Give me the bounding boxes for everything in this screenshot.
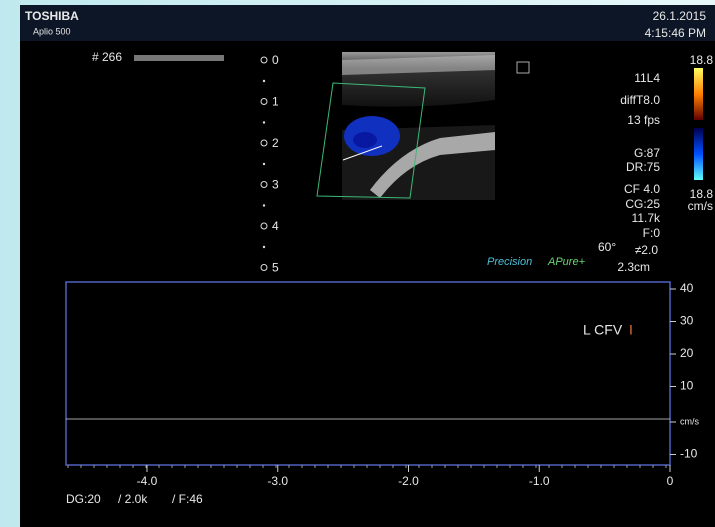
depth-label: 5 — [272, 261, 279, 275]
depth-label: 3 — [272, 178, 279, 192]
parameter: CG:25 — [625, 197, 660, 211]
header-bar — [20, 5, 715, 41]
time: 4:15:46 PM — [645, 26, 706, 40]
depth-dot — [263, 246, 265, 248]
y-tick-label: 10 — [680, 379, 694, 393]
parameter: 13 fps — [627, 113, 660, 127]
depth-label: 4 — [272, 219, 279, 233]
depth-label: 2 — [272, 136, 279, 150]
date: 26.1.2015 — [653, 9, 707, 23]
page: TOSHIBA Aplio 500 26.1.2015 4:15:46 PM #… — [0, 0, 715, 527]
depth-dot — [263, 204, 265, 206]
y-tick-label: 30 — [680, 314, 694, 328]
x-tick-label: -2.0 — [398, 474, 419, 488]
parameter: DR:75 — [626, 160, 660, 174]
depth-dot — [263, 121, 265, 123]
color-scale-unit: cm/s — [688, 199, 713, 213]
steer-angle: 60° — [598, 240, 616, 254]
y-tick-label: 20 — [680, 346, 694, 360]
footer-dg: DG:20 — [66, 492, 101, 506]
parameter: 11L4 — [634, 71, 660, 85]
mode-precision: Precision — [487, 256, 532, 268]
x-tick-label: -4.0 — [137, 474, 158, 488]
parameter: G:87 — [634, 146, 660, 160]
color-bar-positive — [694, 68, 703, 120]
color-scale-top: 18.8 — [690, 53, 714, 67]
x-tick-label: -3.0 — [267, 474, 288, 488]
model: Aplio 500 — [33, 26, 71, 36]
mode-apure: APure+ — [547, 256, 586, 268]
y-tick-label: 40 — [680, 281, 694, 295]
frame-label: # 266 — [92, 50, 122, 64]
cine-bar — [134, 55, 224, 61]
parameter: CF 4.0 — [624, 182, 660, 196]
parameter: 11.7k — [632, 211, 661, 225]
spectrum-label: L CFV — [583, 322, 623, 338]
depth-label: 1 — [272, 95, 279, 109]
y-tick-label: cm/s — [680, 416, 699, 426]
color-bar-negative — [694, 128, 703, 180]
depth-label: 0 — [272, 53, 279, 67]
steer-depth: 2.3cm — [617, 260, 650, 274]
y-tick-label: -10 — [680, 447, 698, 461]
ultrasound-screen: TOSHIBA Aplio 500 26.1.2015 4:15:46 PM #… — [0, 0, 715, 527]
footer-prf: / 2.0k — [118, 492, 148, 506]
x-tick-label: -1.0 — [529, 474, 550, 488]
parameter: F:0 — [643, 226, 661, 240]
footer-filter: / F:46 — [172, 492, 203, 506]
brand: TOSHIBA — [25, 9, 79, 23]
parameter: diffT8.0 — [620, 93, 660, 107]
depth-dot — [263, 163, 265, 165]
steer-value: ≠2.0 — [635, 243, 659, 257]
spectrum-cursor: I — [629, 322, 633, 338]
x-tick-label: 0 — [667, 474, 674, 488]
depth-dot — [263, 80, 265, 82]
